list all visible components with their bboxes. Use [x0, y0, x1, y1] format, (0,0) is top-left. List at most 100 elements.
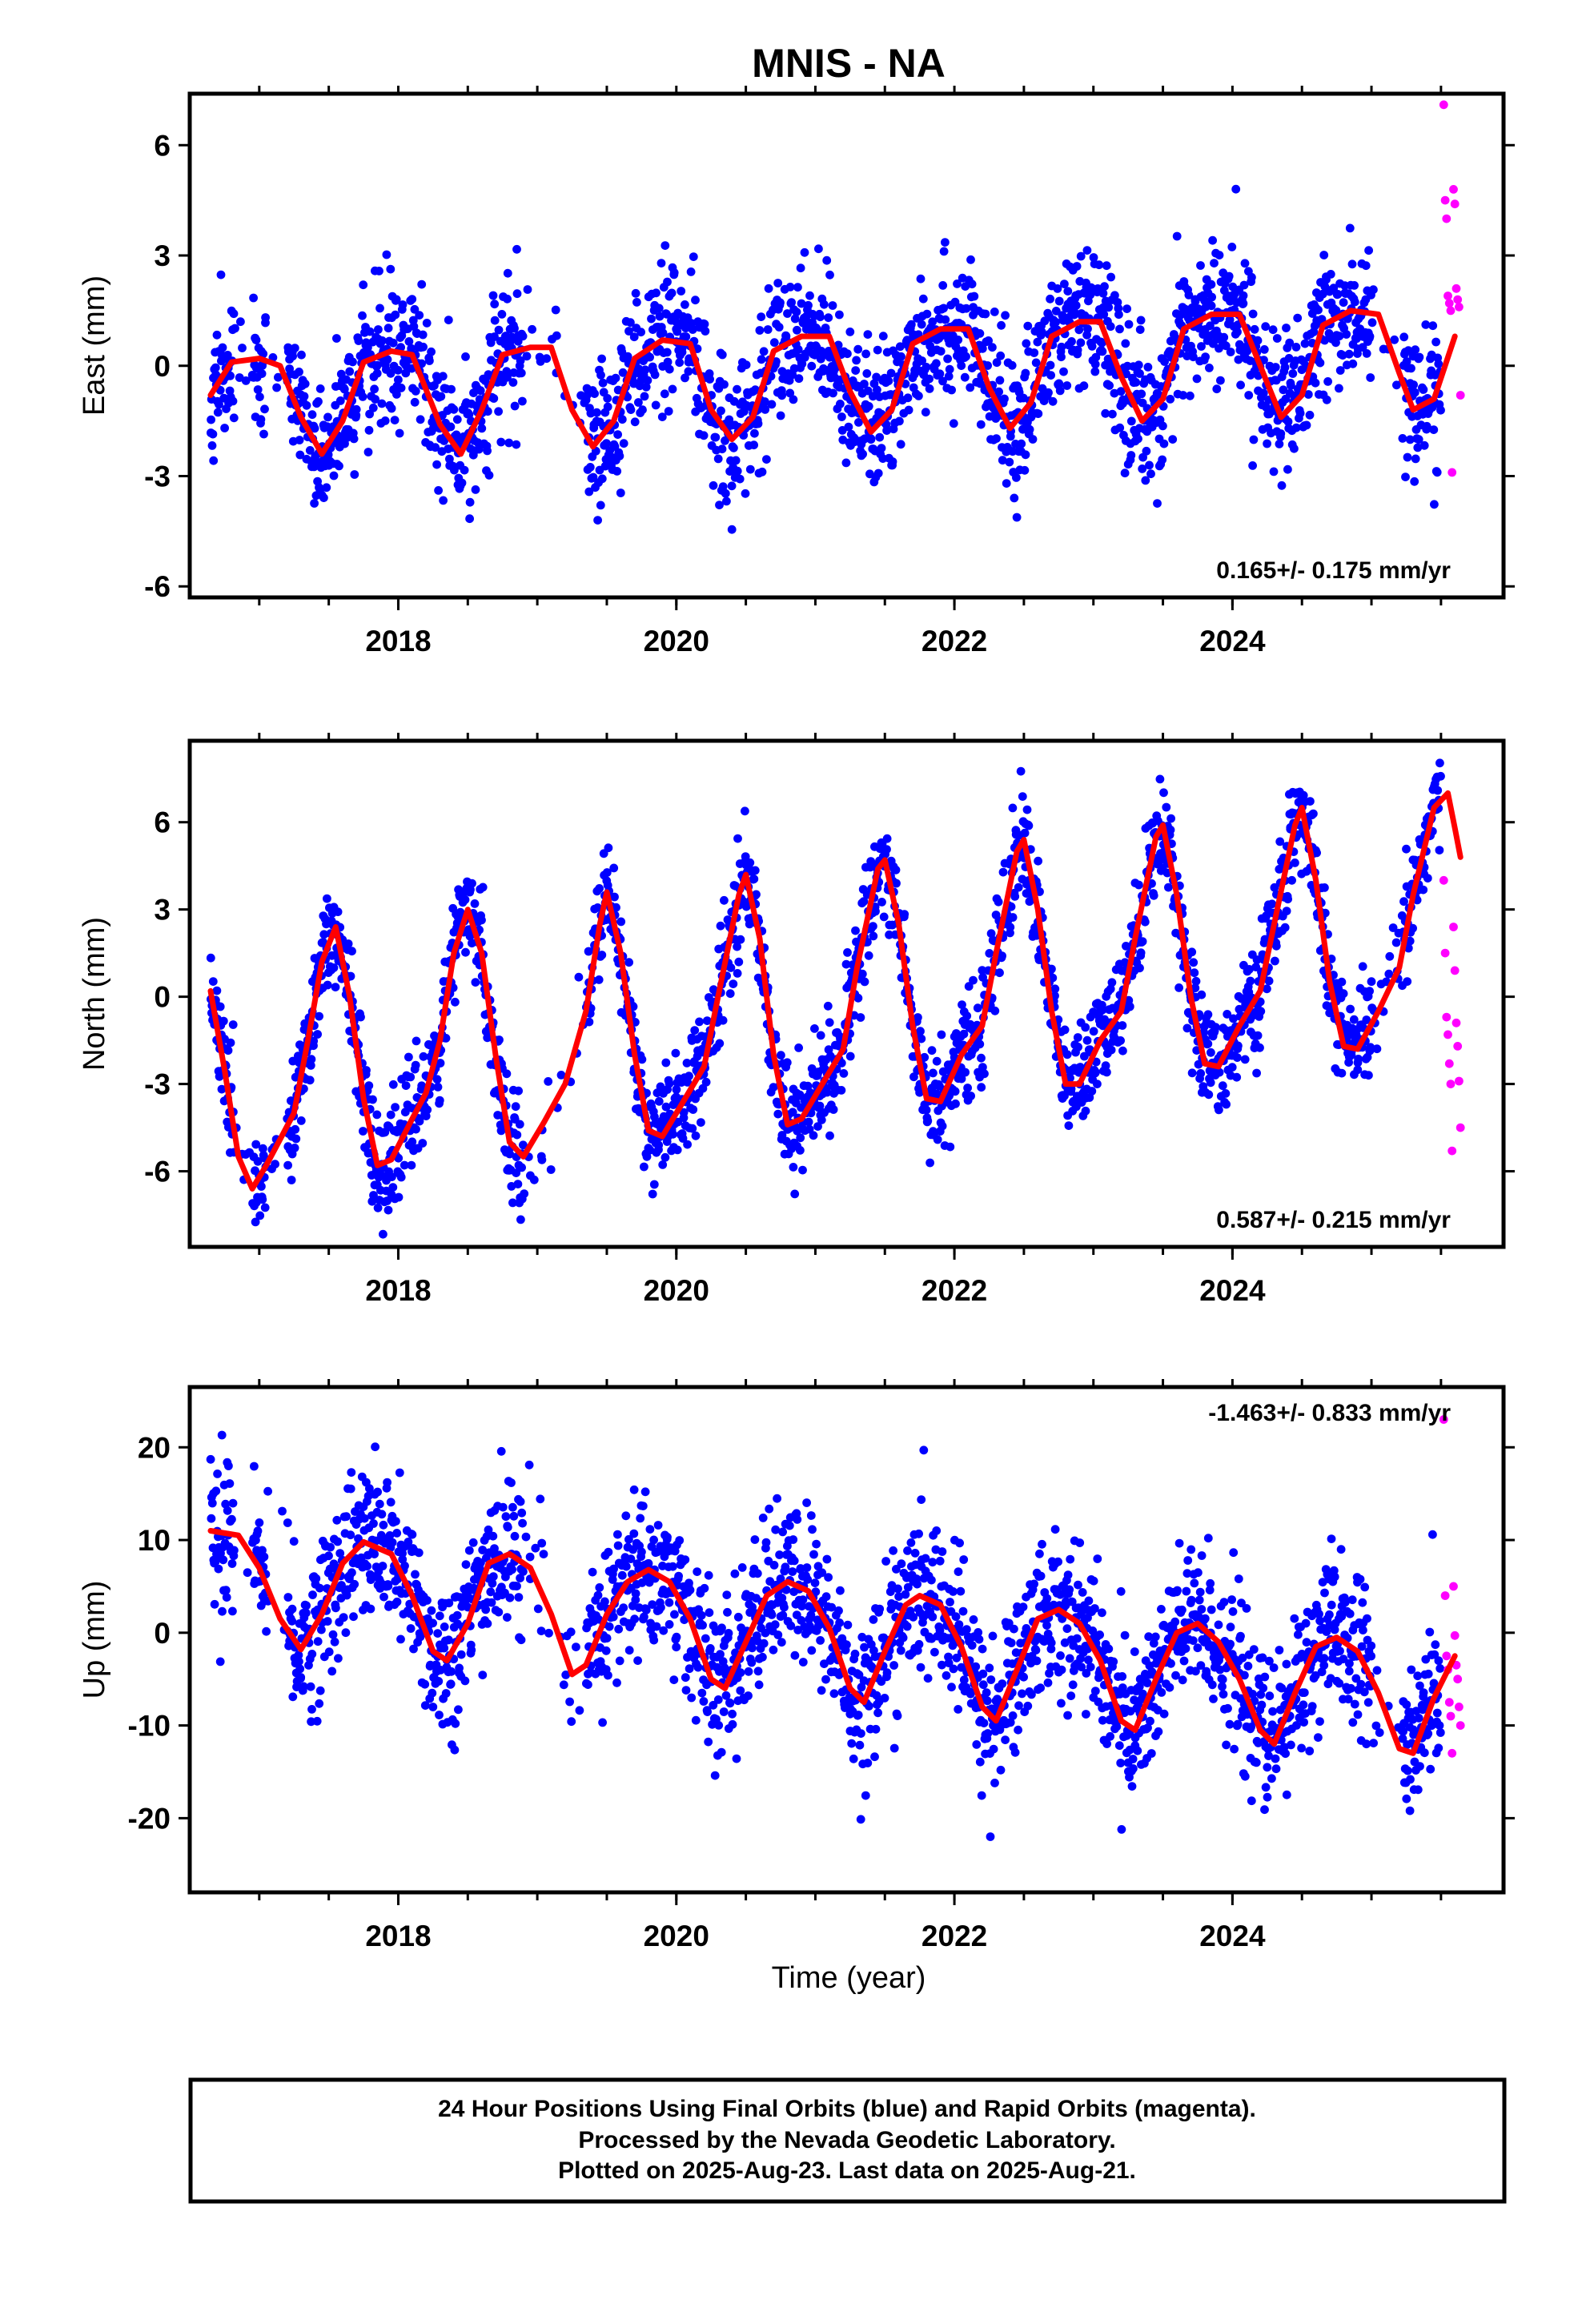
final-point: [727, 525, 737, 534]
final-point: [457, 478, 467, 488]
final-point: [392, 390, 401, 399]
final-point: [903, 393, 913, 403]
final-point: [1110, 388, 1119, 398]
final-point: [667, 288, 677, 298]
final-point: [1054, 296, 1064, 306]
final-point: [386, 368, 396, 378]
final-point: [1358, 343, 1367, 352]
rapid-point: [1442, 214, 1452, 223]
y-tick-label: 6: [154, 806, 171, 839]
final-point: [349, 1612, 358, 1622]
final-point: [518, 332, 528, 341]
final-point: [1409, 380, 1418, 389]
final-point: [1331, 338, 1340, 348]
final-point: [958, 273, 967, 283]
final-point: [432, 1075, 442, 1084]
final-point: [803, 1081, 813, 1091]
final-point: [295, 1657, 303, 1667]
final-point: [805, 291, 814, 300]
final-point: [1138, 464, 1147, 473]
final-point: [454, 1705, 463, 1715]
final-point: [671, 1048, 681, 1058]
final-point: [1335, 384, 1343, 393]
final-point: [794, 374, 804, 384]
final-point: [884, 376, 893, 386]
final-point: [517, 1508, 527, 1518]
final-point: [497, 310, 507, 319]
final-point: [260, 404, 269, 414]
final-point: [1319, 251, 1329, 259]
rapid-point: [1447, 468, 1457, 477]
final-point: [1403, 452, 1412, 462]
final-point: [307, 410, 317, 420]
final-point: [263, 1486, 272, 1496]
final-point: [860, 977, 869, 987]
final-point: [1221, 341, 1231, 351]
final-point: [1282, 907, 1291, 915]
final-point: [525, 1552, 535, 1562]
final-point: [854, 418, 863, 427]
final-point: [619, 439, 628, 448]
rapid-point: [1455, 302, 1464, 312]
final-point: [788, 1108, 797, 1117]
final-point: [228, 1498, 238, 1508]
final-point: [1082, 246, 1092, 255]
final-point: [1283, 464, 1292, 474]
final-point: [383, 1478, 391, 1487]
final-point: [773, 1109, 783, 1119]
final-point: [914, 392, 923, 400]
final-point: [978, 1063, 987, 1072]
final-point: [218, 1606, 227, 1616]
final-point: [1028, 435, 1038, 444]
final-point: [1390, 335, 1399, 344]
final-point: [675, 358, 685, 368]
rapid-point: [1447, 1146, 1457, 1156]
final-point: [1020, 465, 1030, 475]
final-point: [762, 455, 771, 464]
final-point: [1276, 429, 1286, 438]
final-point: [604, 1622, 614, 1631]
final-point: [1007, 360, 1017, 370]
final-point: [229, 309, 239, 319]
final-point: [517, 1163, 526, 1172]
final-point: [394, 375, 403, 384]
final-point: [631, 288, 640, 298]
final-point: [1158, 455, 1167, 464]
final-point: [341, 1628, 351, 1638]
final-point: [1250, 324, 1259, 334]
final-point: [434, 486, 443, 495]
final-point: [918, 294, 928, 304]
final-point: [428, 1688, 437, 1698]
final-point: [372, 360, 382, 370]
final-point: [954, 336, 963, 344]
final-point: [383, 1582, 393, 1590]
final-point: [1216, 376, 1225, 385]
final-point: [533, 1604, 543, 1614]
final-point: [427, 1606, 436, 1615]
final-point: [975, 1039, 985, 1049]
final-point: [307, 1705, 316, 1714]
final-point: [539, 1550, 548, 1558]
final-point: [213, 1470, 222, 1478]
final-point: [892, 879, 901, 888]
final-point: [228, 1606, 237, 1616]
final-point: [1419, 385, 1428, 394]
final-point: [1121, 339, 1130, 348]
final-point: [790, 1189, 800, 1199]
final-point: [450, 1745, 460, 1755]
final-point: [1210, 259, 1219, 267]
final-point: [428, 1618, 437, 1628]
final-point: [673, 1145, 682, 1155]
final-point: [686, 267, 696, 276]
final-point: [1091, 1068, 1100, 1077]
final-point: [411, 387, 420, 396]
final-point: [749, 440, 758, 450]
final-point: [933, 1135, 942, 1144]
final-point: [1259, 388, 1268, 398]
final-point: [295, 450, 305, 460]
final-point: [372, 368, 382, 378]
final-point: [763, 325, 773, 334]
final-point: [689, 1105, 698, 1114]
rapid-point: [1439, 100, 1448, 110]
final-point: [1178, 391, 1188, 400]
